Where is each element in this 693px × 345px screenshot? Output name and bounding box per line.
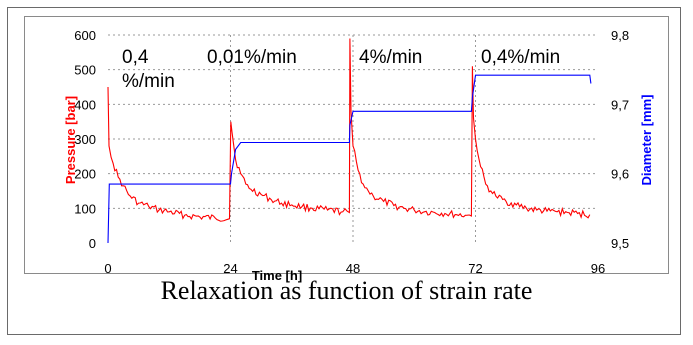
phase-label: %/min	[122, 71, 175, 92]
y-tick-label: 300	[74, 132, 96, 147]
y2-axis-title: Diameter [mm]	[639, 94, 654, 185]
x-tick-label: 72	[468, 261, 482, 276]
x-axis-ticks: 0 24 48 72 96	[104, 261, 605, 276]
y2-tick-label: 9,7	[611, 97, 629, 112]
phase-label: 0,01%/min	[207, 47, 297, 68]
right-axis-ticks: 9,5 9,6 9,7 9,8	[611, 28, 629, 251]
y-tick-label: 500	[74, 63, 96, 78]
x-tick-label: 0	[104, 261, 111, 276]
y-tick-label: 0	[89, 236, 96, 251]
y2-tick-label: 9,8	[611, 28, 629, 43]
x-tick-label: 96	[591, 261, 605, 276]
y-tick-label: 400	[74, 97, 96, 112]
x-tick-label: 48	[346, 261, 360, 276]
plot-area-box	[24, 16, 669, 274]
series-lines	[107, 38, 592, 244]
y-tick-label: 600	[74, 28, 96, 43]
y2-tick-label: 9,6	[611, 167, 629, 182]
series-line-diameter	[107, 74, 592, 244]
x-tick-label: 24	[223, 261, 237, 276]
y-axis-title: Pressure [bar]	[63, 96, 78, 184]
left-axis-ticks: 0 100 200 300 400 500 600	[74, 28, 96, 251]
x-axis-title: Time [h]	[252, 268, 302, 283]
phase-label: 4%/min	[359, 47, 422, 68]
y-tick-label: 100	[74, 201, 96, 216]
phase-label: 0,4%/min	[481, 47, 560, 68]
figure-frame	[7, 7, 681, 335]
y-tick-label: 200	[74, 167, 96, 182]
figure-caption: Relaxation as function of strain rate	[160, 276, 533, 305]
phase-label: 0,4	[122, 47, 149, 68]
y2-tick-label: 9,5	[611, 236, 629, 251]
